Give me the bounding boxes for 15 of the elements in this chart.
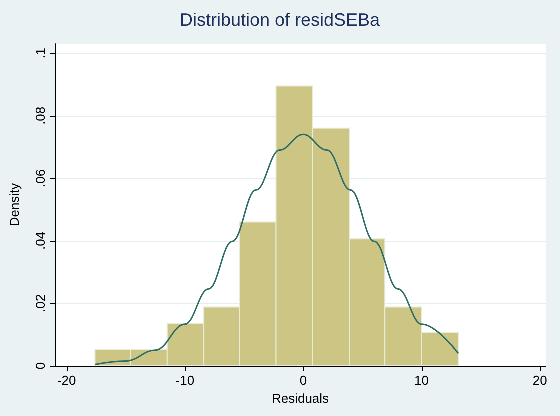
line-series	[94, 134, 460, 366]
x-tick-label: 0	[300, 373, 308, 388]
y-tick-label: .06	[33, 169, 48, 188]
x-tick-label: -20	[57, 373, 76, 388]
y-tick-label: 0	[33, 362, 48, 370]
y-tick-label: .04	[33, 232, 48, 250]
x-tick-label: 20	[532, 373, 548, 388]
y-tick-label: .08	[33, 106, 48, 125]
y-tick-label: .1	[33, 48, 48, 59]
y-axis-title: Density	[7, 182, 22, 227]
x-tick-label: -10	[176, 373, 195, 388]
chart-title: Distribution of residSEBa	[180, 10, 382, 30]
y-tick-label: .02	[33, 294, 48, 313]
x-axis-title: Residuals	[272, 390, 330, 406]
x-tick-label: 10	[414, 373, 430, 388]
